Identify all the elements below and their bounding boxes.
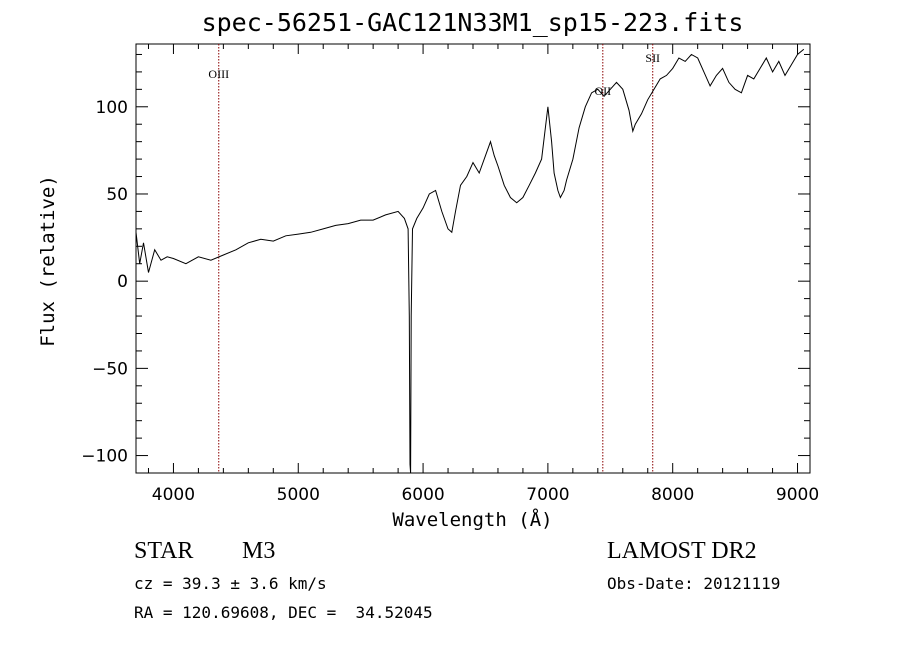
x-tick-label: 7000 [526, 485, 569, 505]
ra-dec-coordinates: RA = 120.69608, DEC = 34.52045 [134, 603, 433, 622]
spectrum-series-line [135, 48, 805, 474]
redshift-cz: cz = 39.3 ± 3.6 km/s [134, 574, 327, 593]
tick-labels: 4000 5000 6000 7000 8000 9000 −100 −50 0 50 100 [81, 98, 819, 505]
line-marker-label: SII [645, 51, 660, 65]
y-tick-label: 100 [96, 98, 128, 118]
y-tick-label: 0 [117, 272, 128, 292]
survey-name: LAMOST DR2 [607, 538, 757, 564]
x-tick-label: 6000 [401, 485, 444, 505]
x-axis-label: Wavelength (Å) [392, 509, 553, 531]
object-class: STAR [134, 538, 194, 564]
y-tick-label: 50 [106, 185, 128, 205]
y-axis-label: Flux (relative) [37, 175, 59, 347]
x-tick-label: 8000 [651, 485, 694, 505]
chart-title: spec-56251-GAC121N33M1_sp15-223.fits [201, 8, 744, 37]
x-tick-label: 4000 [152, 485, 195, 505]
observation-date: Obs-Date: 20121119 [607, 574, 781, 593]
line-marker-label: OIII [208, 67, 229, 81]
plot-frame [135, 43, 811, 474]
y-tick-label: −50 [92, 359, 128, 379]
line-marker-label: OII [594, 84, 611, 98]
x-tick-label: 9000 [776, 485, 819, 505]
x-tick-label: 5000 [277, 485, 320, 505]
axis-ticks [136, 44, 810, 474]
y-tick-label: −100 [81, 447, 128, 467]
object-subclass: M3 [242, 538, 276, 564]
emission-line-markers: OIII OII SII [208, 44, 660, 473]
